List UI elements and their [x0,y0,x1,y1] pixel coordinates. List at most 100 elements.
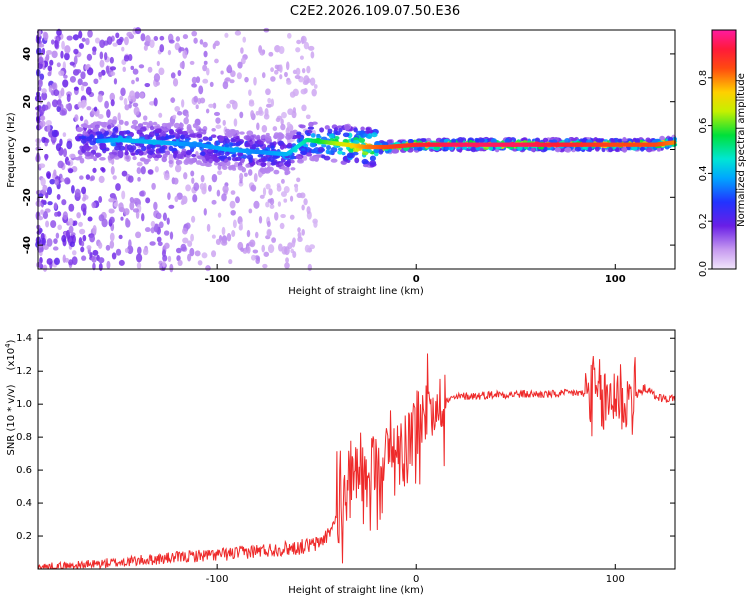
spectrogram-speckle [134,27,142,35]
spectrogram-speckle [71,185,75,194]
spectrogram-speckle [66,35,73,41]
spectrogram-cell [132,155,137,161]
spectrogram-speckle [121,190,126,200]
spectrogram-speckle [86,67,94,76]
spectrogram-speckle [98,175,105,184]
spectrogram-cell [138,150,144,156]
spectrogram-speckle [108,197,115,203]
spectrogram-speckle [94,37,101,44]
spectrogram-cell [313,155,320,162]
spectrogram-speckle [121,170,128,177]
spectrogram-speckle [109,92,116,102]
spectrogram-cell [94,124,100,129]
spectrogram-speckle [306,65,311,74]
spectrogram-cell [269,142,275,146]
spectrogram-cell [237,151,244,157]
spectrogram-speckle [289,214,295,220]
spectrogram-cell [333,135,340,140]
spectrogram-speckle [296,177,301,183]
spectrogram-cell [265,132,270,137]
spectrogram-speckle [104,100,109,109]
spectrogram-speckle [224,77,231,82]
spectrogram-speckle [182,49,188,59]
spectrogram-speckle [77,101,83,109]
spectrogram-speckle [192,194,198,203]
spectrogram-cell [199,162,207,167]
spectrogram-speckle [174,42,180,51]
spectrogram-cell [268,156,275,162]
snr-y-tick-label: 1.4 [16,333,32,344]
spectrogram-speckle [134,91,140,99]
spectrogram-speckle [93,78,99,85]
spectrogram-y-tick-label: -40 [22,236,33,254]
spectrogram-speckle [274,69,279,75]
spectrogram-speckle [209,81,214,88]
spectrogram-cell [610,138,616,144]
spectrogram-speckle [149,241,156,246]
snr-series-line [37,353,676,570]
spectrogram-cell [99,157,106,161]
spectrogram-speckle [42,264,48,272]
spectrogram-cell [348,148,354,154]
spectrogram-speckle [81,186,87,195]
spectrogram-speckle [60,177,65,182]
spectrogram-cell [354,157,360,164]
spectrogram-speckle [217,170,223,176]
spectrogram-speckle [120,87,126,97]
spectrogram-cell [490,138,498,144]
spectrogram-speckle [247,169,253,176]
spectrogram-speckle [215,238,222,246]
spectrogram-speckle [124,247,129,253]
spectrogram-y-tick-label: -20 [22,188,33,206]
spectrogram-speckle [168,39,175,44]
spectrogram-speckle [80,240,85,247]
spectrogram-speckle [66,93,71,103]
spectrogram-speckle [212,102,217,109]
spectrogram-cell [245,135,251,142]
spectrogram-speckle [239,221,243,230]
spectrogram-speckle [302,155,308,161]
spectrogram-speckle [191,177,195,184]
spectrogram-speckle [79,175,84,180]
spectrogram-cell [338,128,343,133]
spectrogram-cell [197,155,204,160]
spectrogram-cell [76,126,83,133]
spectrogram-speckle [172,78,179,87]
spectrogram-speckle [274,64,279,70]
spectrogram-speckle [306,206,311,215]
spectrogram-speckle [51,99,59,108]
spectrogram-cell [378,148,384,155]
spectrogram-speckle [167,255,172,263]
spectrogram-speckle [234,161,240,168]
spectrogram-speckle [280,118,284,126]
spectrogram-speckle [109,232,115,242]
spectrogram-cell [309,141,316,148]
spectrogram-cell [608,146,613,153]
spectrogram-speckle [163,173,170,181]
spectrogram-speckle [98,214,105,222]
spectrogram-speckle [138,64,145,69]
spectrogram-speckle [124,36,129,46]
spectrogram-cell [246,154,254,160]
spectrogram-speckle [49,59,54,66]
spectrogram-speckle [217,212,222,218]
spectrogram-speckle [294,74,301,80]
spectrogram-y-ticks: -40 -20 0 20 40 [22,47,675,254]
spectrogram-cell [239,131,245,135]
spectrogram-speckle [221,226,226,236]
spectrogram-speckle [58,70,65,77]
snr-frame [37,329,676,570]
spectrogram-cell [224,151,230,156]
spectrogram-speckle [62,254,66,263]
spectrogram-cell [362,163,369,168]
spectrogram-speckle [305,114,311,120]
spectrogram-speckle [193,182,200,192]
spectrogram-cell [504,138,510,144]
spectrogram-cell [645,147,653,153]
spectrogram-cell [261,158,266,163]
spectrogram-speckle [45,138,50,144]
spectrogram-cell [246,130,254,136]
spectrogram-x-label: Height of straight line (km) [288,286,424,297]
spectrogram-speckle [189,247,195,257]
spectrogram-cell [257,154,264,158]
